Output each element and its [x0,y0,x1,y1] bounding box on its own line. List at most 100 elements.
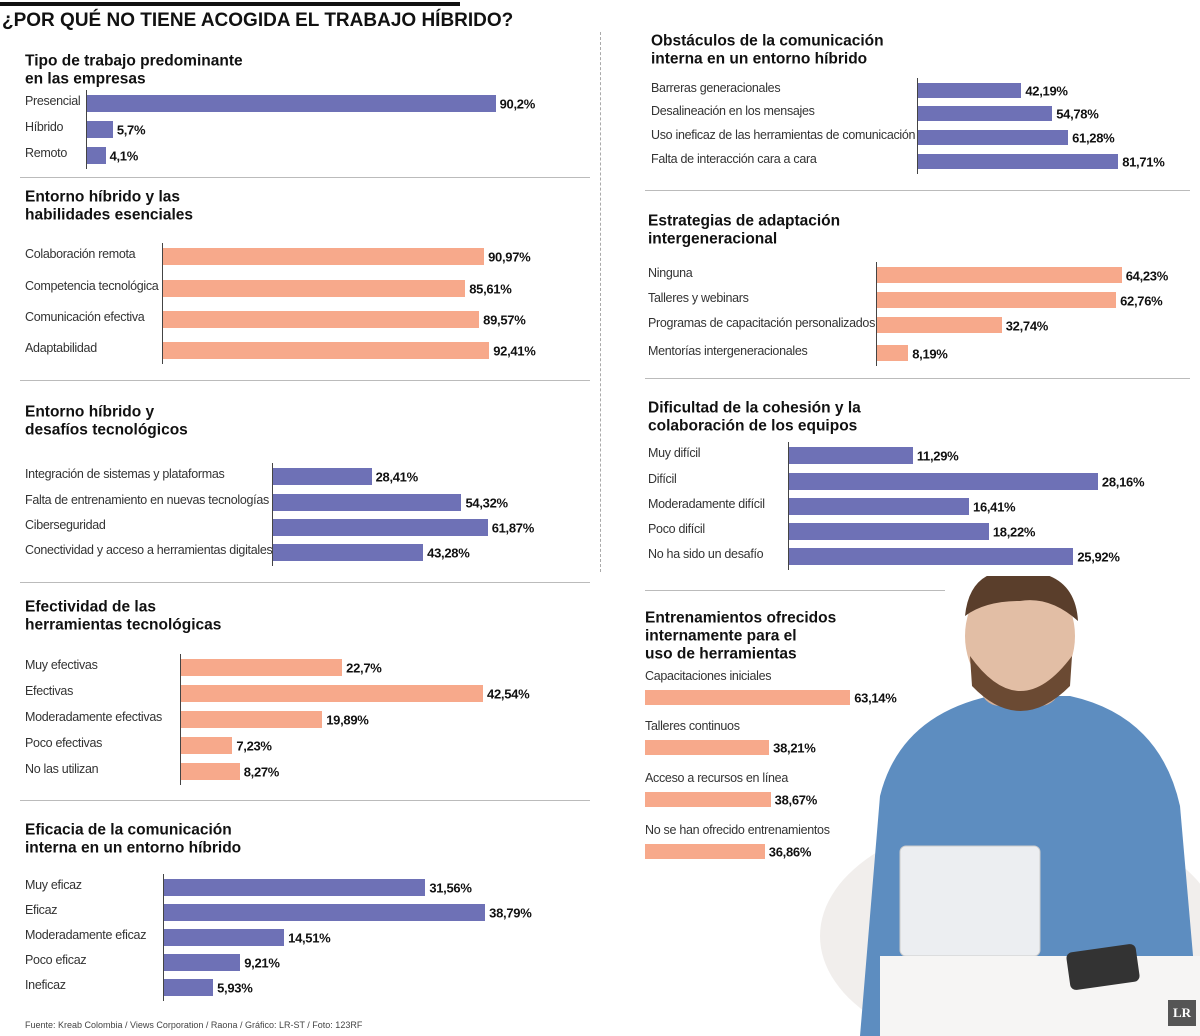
panel-title: Obstáculos de la comunicación [651,32,884,50]
value-label: 25,92% [1077,549,1120,565]
bar [877,317,1002,333]
bar [645,689,851,705]
laptop [899,845,1041,957]
category-label: Talleres y webinars [648,291,749,305]
source: Fuente: Kreab Colombia / Views Corporati… [25,1020,363,1030]
bar [789,497,970,515]
category-label: Competencia tecnológica [25,279,159,293]
category-label: Ninguna [648,266,693,280]
bar [645,843,765,859]
panel-title: Efectividad de las [25,598,156,616]
category-label: Desalineación en los mensajes [651,104,815,118]
value-label: 18,22% [992,524,1036,540]
bar [181,762,240,780]
panel-title: interna en un entorno híbrido [25,839,242,857]
category-label: No se han ofrecido entrenamientos [645,823,830,837]
value-label: 90,2% [499,96,536,112]
category-label: Uso ineficaz de las herramientas de comu… [651,128,916,142]
category-label: No las utilizan [25,762,99,776]
panel-title: habilidades esenciales [25,206,194,224]
phone [1066,944,1140,990]
bar [645,791,771,807]
value-label: 5,7% [116,122,146,138]
bar [918,129,1069,145]
category-label: Capacitaciones iniciales [645,669,772,683]
value-label: 42,19% [1025,83,1068,99]
head [965,576,1075,701]
separator [645,190,1190,191]
panel-title: Estrategias de adaptación [648,212,841,230]
separator [20,582,590,583]
bar [877,267,1122,283]
category-label: Moderadamente efectivas [25,710,162,724]
category-label: Presencial [25,94,81,108]
value-label: 5,93% [217,980,253,996]
category-label: Falta de entrenamiento en nuevas tecnolo… [25,493,269,507]
bar [918,153,1119,169]
category-label: Remoto [25,146,67,160]
bar [87,146,106,164]
value-label: 11,29% [916,448,959,464]
panel-title: intergeneracional [648,230,778,248]
value-label: 81,71% [1122,154,1165,170]
value-label: 28,16% [1101,474,1145,490]
value-label: 9,21% [244,955,280,971]
value-label: 63,14% [854,690,897,706]
separator [645,378,1190,379]
panel-title: Entrenamientos ofrecidos [645,609,837,627]
category-label: Muy efectivas [25,658,98,672]
category-label: Colaboración remota [25,247,136,261]
value-label: 61,87% [491,520,535,536]
value-label: 4,1% [109,148,139,164]
value-label: 38,79% [489,905,532,921]
category-label: No ha sido un desafío [648,547,764,561]
bar-axis [917,77,918,174]
separator [20,800,590,801]
bar-axis [86,89,87,169]
bar [789,547,1074,565]
category-label: Ineficaz [25,978,66,992]
bar [181,710,323,728]
value-label: 85,61% [469,281,512,297]
bar [181,658,343,676]
bar-axis [788,441,789,570]
bar-axis [180,653,181,785]
category-label: Conectividad y acceso a herramientas dig… [25,543,273,557]
bar [87,94,496,112]
bar [789,472,1098,490]
panel-title: en las empresas [25,70,146,88]
bar [645,739,770,755]
bar [164,878,426,896]
bar [181,736,233,754]
value-label: 64,23% [1125,268,1169,284]
panel-title: herramientas tecnológicas [25,616,222,634]
value-label: 19,89% [326,712,369,728]
bar [181,684,484,702]
bar [273,467,372,485]
panel-title: Eficacia de la comunicación [25,821,232,839]
panel-title: desafíos tecnológicos [25,421,188,439]
bar [273,518,488,536]
category-label: Eficaz [25,903,58,917]
logo: LR [1168,1000,1196,1026]
category-label: Moderadamente difícil [648,497,765,511]
bar [164,978,214,996]
category-label: Poco eficaz [25,953,87,967]
value-label: 28,41% [375,469,419,485]
value-label: 43,28% [427,545,470,561]
value-label: 54,78% [1056,106,1099,122]
panel-title: Tipo de trabajo predominante [25,52,243,70]
category-label: Programas de capacitación personalizados [648,316,876,330]
bar [273,543,424,561]
panel-title: uso de herramientas [645,645,797,663]
value-label: 31,56% [429,880,472,896]
value-label: 8,27% [243,764,280,780]
bar [918,82,1022,98]
value-label: 38,67% [774,792,818,808]
value-label: 36,86% [768,844,812,860]
panel-title: internamente para el [645,627,797,645]
top-rule [0,2,460,6]
separator [20,177,590,178]
value-label: 92,41% [493,343,536,359]
value-label: 32,74% [1005,318,1049,334]
